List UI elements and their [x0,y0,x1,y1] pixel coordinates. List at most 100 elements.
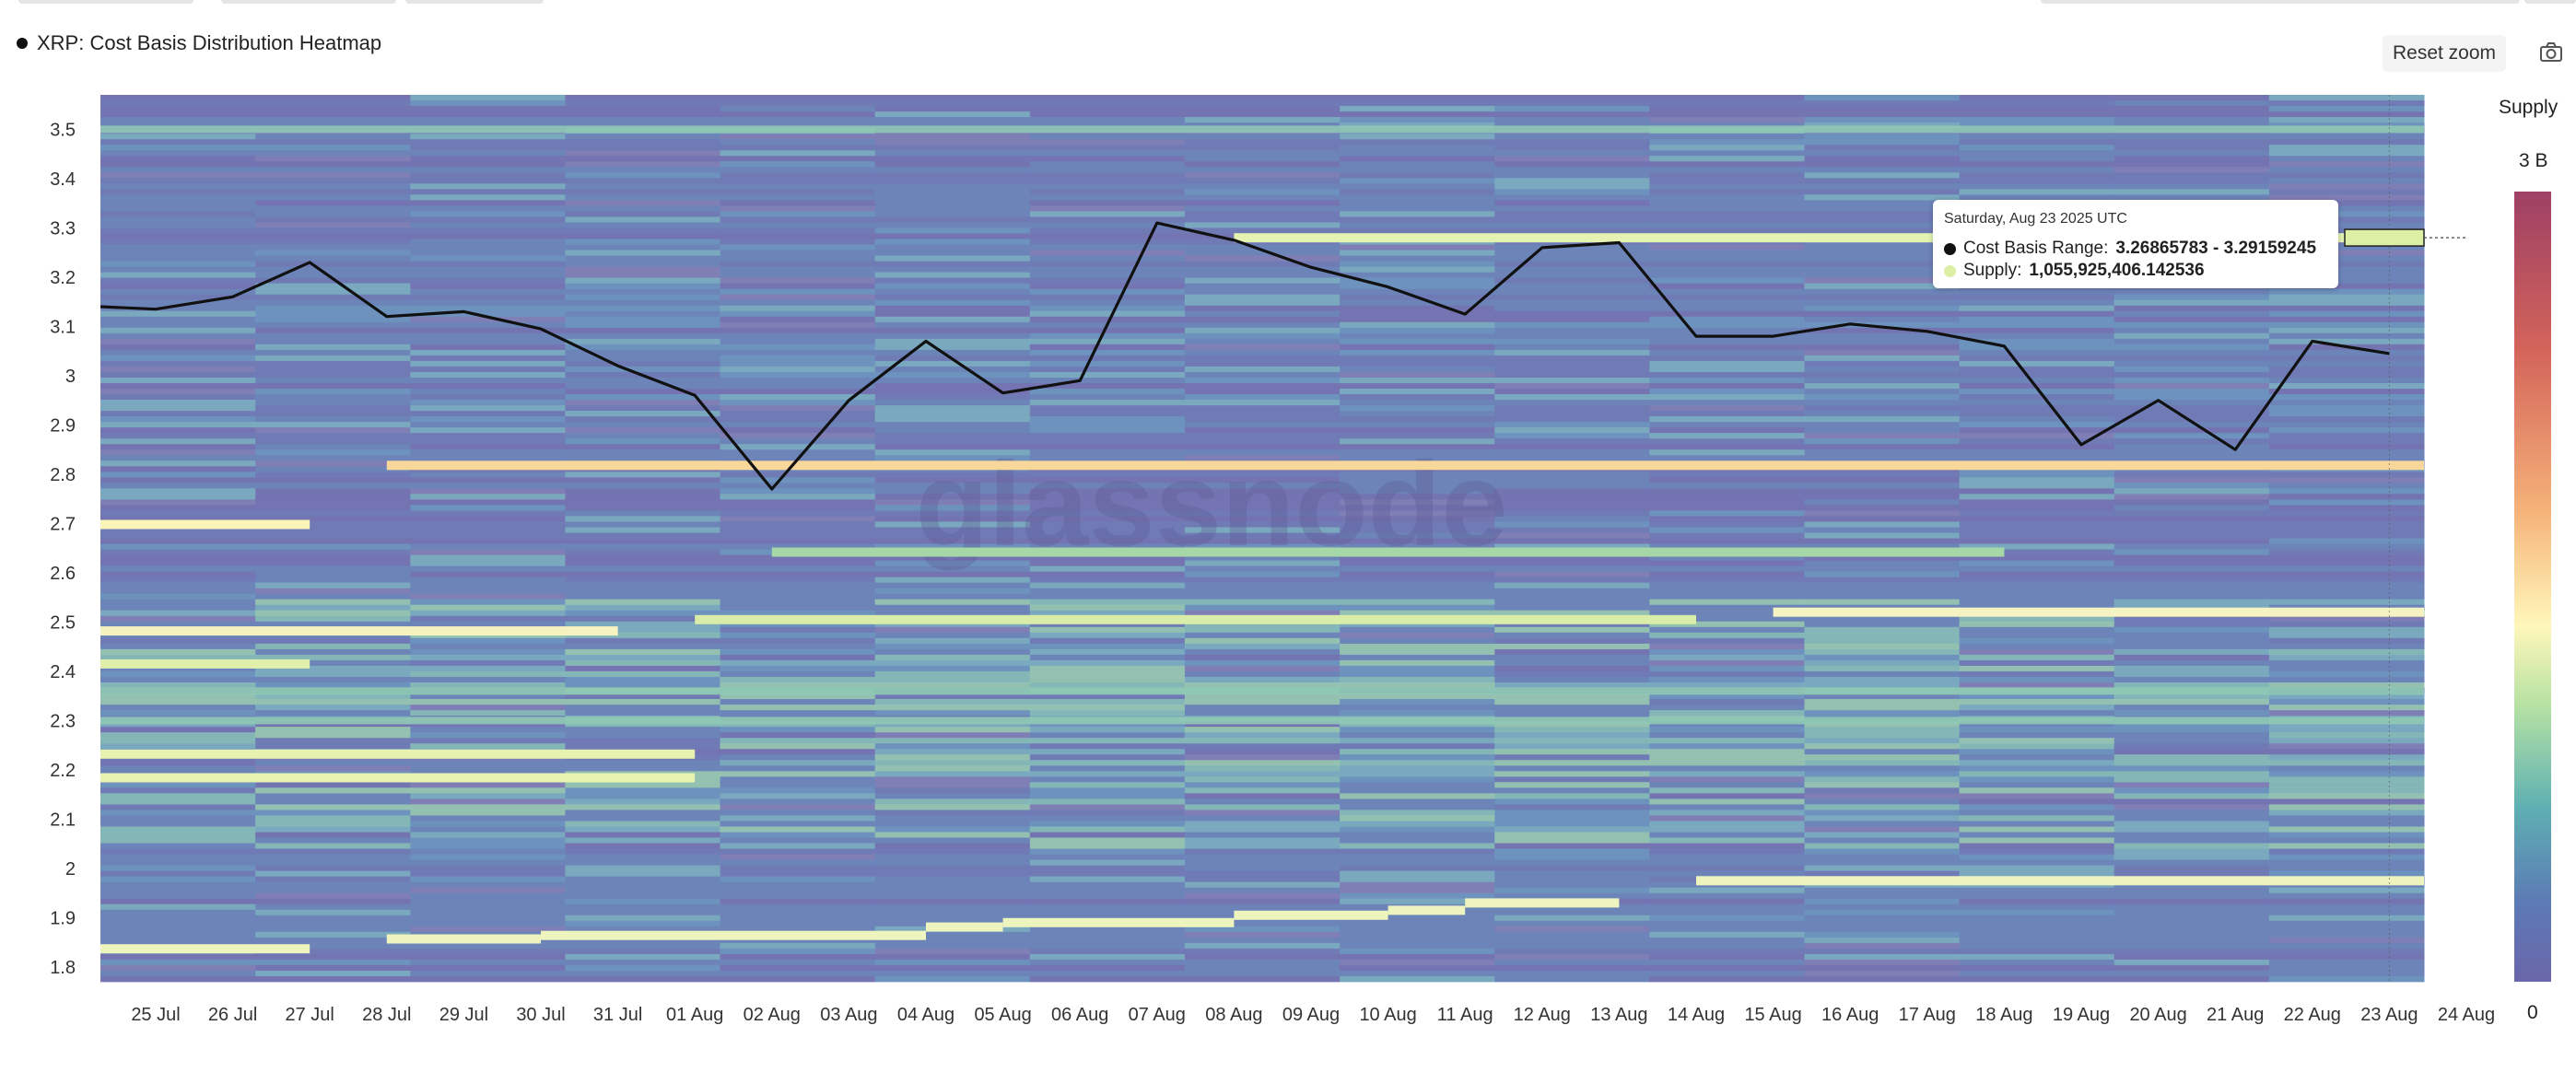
heatmap-cell [1340,483,1495,489]
heatmap-cell [1340,316,1495,323]
heatmap-cell [1959,355,2115,362]
heatmap-cell [255,937,411,944]
heatmap-cell [1029,100,1186,107]
heatmap-cell [2268,139,2425,146]
heatmap-cell [1649,826,1805,833]
heatmap-cell [1340,194,1495,201]
heatmap-cell [720,272,876,279]
heatmap-cell [1340,427,1495,434]
heatmap-cell [874,422,1031,428]
heatmap-cell [2113,472,2270,478]
heatmap-cell [1494,654,1650,661]
heatmap-cell [1959,705,2115,711]
heatmap-cell [410,139,566,146]
heatmap-cell [2113,321,2270,329]
heatmap-cell [2268,765,2425,772]
heatmap-cell [1959,810,2115,816]
heatmap-cell [1649,371,1805,379]
heatmap-cell [2268,782,2425,788]
heatmap-cell [1494,283,1650,290]
reset-zoom-button[interactable]: Reset zoom [2383,35,2506,72]
heatmap-cell [2268,815,2425,821]
heatmap-cell [100,172,256,179]
heatmap-cell [874,95,1031,101]
heatmap-cell [2113,843,2270,849]
heatmap-cell [100,472,256,478]
heatmap-cell [720,926,876,933]
heatmap-cell [410,499,566,506]
heatmap-cell [1494,139,1650,146]
heatmap-cell [2113,832,2270,838]
heatmap-cell [720,859,876,867]
heatmap-cell [1184,172,1341,179]
heatmap-cell [1649,705,1805,711]
heatmap-cell [1029,383,1186,390]
heatmap-cell [1184,111,1341,118]
heatmap-cell [1804,122,1961,129]
heatmap-cell [1184,134,1341,140]
heatmap-cell [874,765,1031,772]
heatmap-cell [874,705,1031,711]
heatmap-cell [2268,743,2425,750]
heatmap-cell [1494,494,1650,500]
heatmap-cell [255,400,411,406]
heatmap-cell [1804,316,1961,323]
heatmap-cell [1340,798,1495,805]
heatmap-cell [874,244,1031,251]
heatmap-cell [874,538,1031,544]
heatmap-cell [1494,887,1650,894]
heatmap-cell [1959,299,2115,307]
heatmap-cell [1649,122,1805,129]
heatmap-cell [2268,194,2425,201]
heatmap-cell [1029,494,1186,500]
heatmap-cell [1029,449,1186,456]
heatmap-cell [1804,705,1961,711]
legend-item[interactable]: XRP: Cost Basis Distribution Heatmap [17,31,381,55]
heatmap-cell [1494,327,1650,334]
heatmap-cell [100,637,256,645]
heatmap-cell [720,283,876,290]
heatmap-cell [1959,538,2115,544]
heatmap-cell [2113,122,2270,129]
heatmap-cell [1184,693,1341,700]
heatmap-cell [255,931,411,938]
heatmap-cell [565,427,721,434]
heatmap-cell [1804,378,1961,384]
heatmap-cell [1340,560,1495,567]
heatmap-cell [255,532,411,539]
x-tick-label: 18 Aug [1975,1005,2032,1025]
y-tick-label: 3.5 [50,120,76,140]
heatmap-cell [2113,433,2270,439]
heatmap-cell [720,942,876,950]
heatmap-cell [410,510,566,517]
heatmap-cell [100,321,256,329]
heatmap-cell [2113,593,2270,600]
heatmap-cell [1649,654,1805,661]
heatmap-cell [255,111,411,118]
heatmap-cell [1804,626,1961,634]
heatmap-cell [1340,378,1495,384]
heatmap-cell [1340,782,1495,788]
heatmap-cell [720,727,876,733]
heatmap-cell [1340,411,1495,417]
camera-icon[interactable] [2539,41,2563,64]
heatmap-cell [1494,643,1650,650]
heatmap-cell [720,743,876,750]
heatmap-cell [410,793,566,799]
heatmap-cell [565,106,721,112]
heatmap-cell [410,615,566,623]
heatmap-cell [2268,705,2425,711]
heatmap-cell [1804,477,1961,484]
heatmap-cell [1340,266,1495,274]
heatmap-cell [1340,643,1495,650]
heatmap-cell [100,283,256,290]
heatmap-cell [410,743,566,750]
heatmap-cell [1494,765,1650,772]
heatmap-cell [1959,637,2115,645]
heatmap-cell [874,111,1031,118]
heatmap-cell [720,798,876,805]
x-tick-label: 02 Aug [744,1005,801,1025]
heatmap-cell [2268,599,2425,606]
heatmap-cell [1649,134,1805,140]
